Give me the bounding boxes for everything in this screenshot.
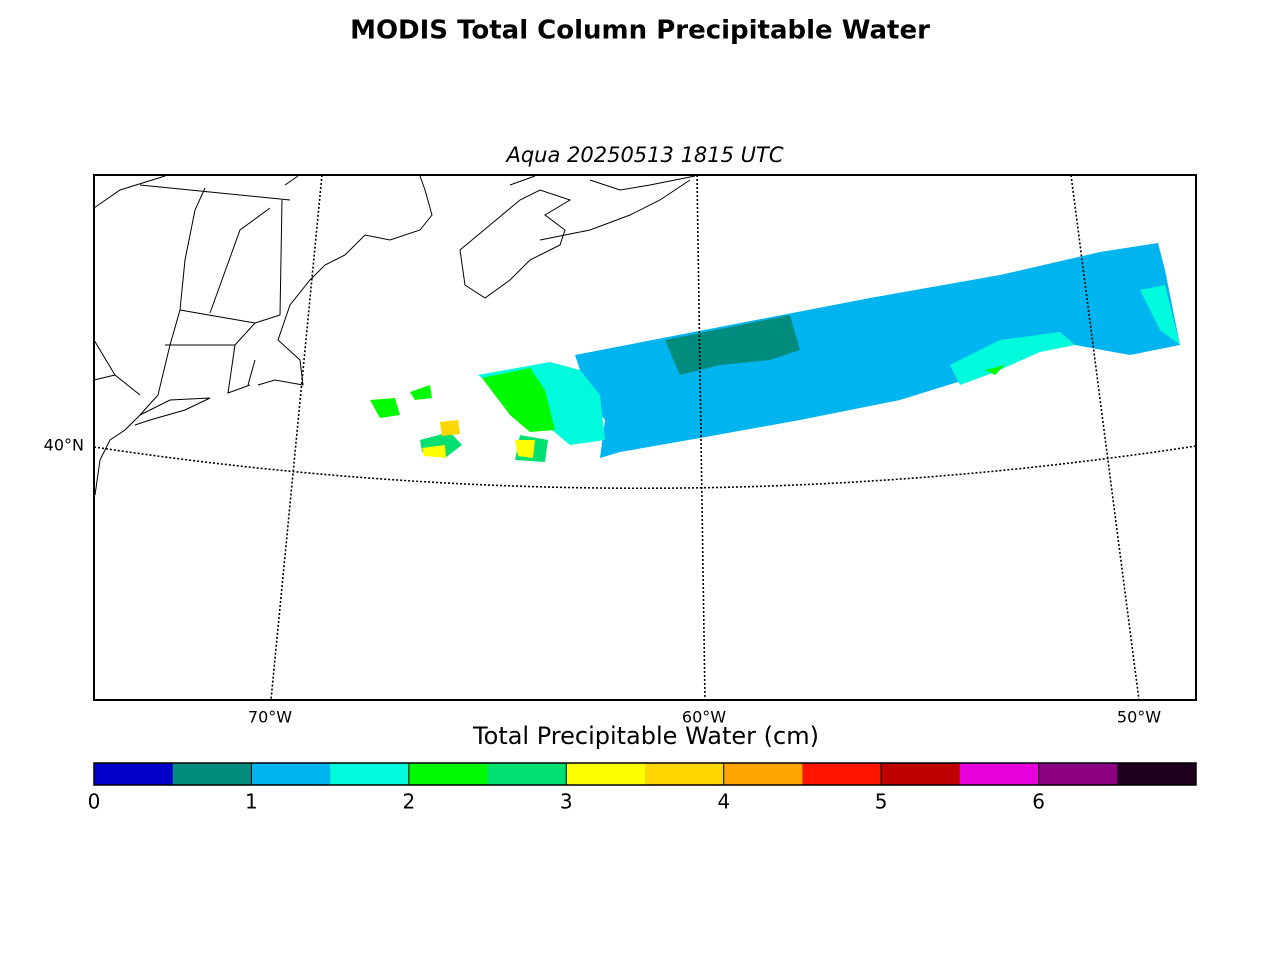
colorbar-segment bbox=[566, 763, 646, 785]
colorbar-segment bbox=[959, 763, 1040, 785]
colorbar-frame bbox=[93, 762, 1197, 786]
colorbar-segment bbox=[330, 763, 410, 785]
title: MODIS Total Column Precipitable Water bbox=[350, 16, 930, 46]
colorbar-segment bbox=[94, 763, 174, 785]
colorbar-tick-label: 1 bbox=[245, 790, 258, 814]
lat-label: 40°N bbox=[44, 436, 84, 455]
map: 40°N 70°W 60°W 50°W bbox=[44, 174, 1197, 727]
map-frame bbox=[93, 174, 1197, 701]
lon-label: 70°W bbox=[248, 708, 292, 727]
colorbar-segment bbox=[487, 763, 567, 785]
coastlines bbox=[93, 175, 696, 496]
colorbar-segment bbox=[251, 763, 331, 785]
colorbar-tick-label: 2 bbox=[402, 790, 415, 814]
colorbar-tick-label: 0 bbox=[88, 790, 101, 814]
colorbar-tick-label: 3 bbox=[560, 790, 573, 814]
colorbar-tick-label: 5 bbox=[875, 790, 888, 814]
colorbar-segment bbox=[723, 763, 803, 785]
graticule bbox=[93, 174, 1197, 701]
subtitle: Aqua 20250513 1815 UTC bbox=[504, 143, 783, 167]
lon-label: 50°W bbox=[1117, 708, 1161, 727]
lon-label: 60°W bbox=[682, 708, 726, 727]
data-swath bbox=[370, 243, 1180, 462]
colorbar-segment bbox=[802, 763, 882, 785]
colorbar-label: Total Precipitable Water (cm) bbox=[472, 722, 819, 750]
colorbar-segment bbox=[881, 763, 961, 785]
colorbar-tick-label: 4 bbox=[717, 790, 730, 814]
colorbar-segment bbox=[645, 763, 725, 785]
colorbar: 0 1 2 3 4 5 6 bbox=[88, 762, 1197, 814]
colorbar-segment bbox=[408, 763, 489, 785]
colorbar-segment bbox=[1038, 763, 1118, 785]
colorbar-tick-label: 6 bbox=[1032, 790, 1045, 814]
colorbar-segment bbox=[1117, 763, 1197, 785]
colorbar-segment bbox=[172, 763, 252, 785]
